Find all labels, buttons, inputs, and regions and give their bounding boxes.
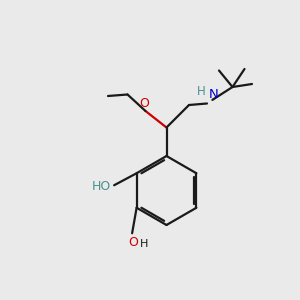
Text: N: N [208, 88, 218, 101]
Text: O: O [140, 97, 149, 110]
Text: H: H [197, 85, 206, 98]
Text: H: H [140, 239, 148, 249]
Text: O: O [129, 236, 139, 249]
Text: HO: HO [92, 180, 111, 193]
